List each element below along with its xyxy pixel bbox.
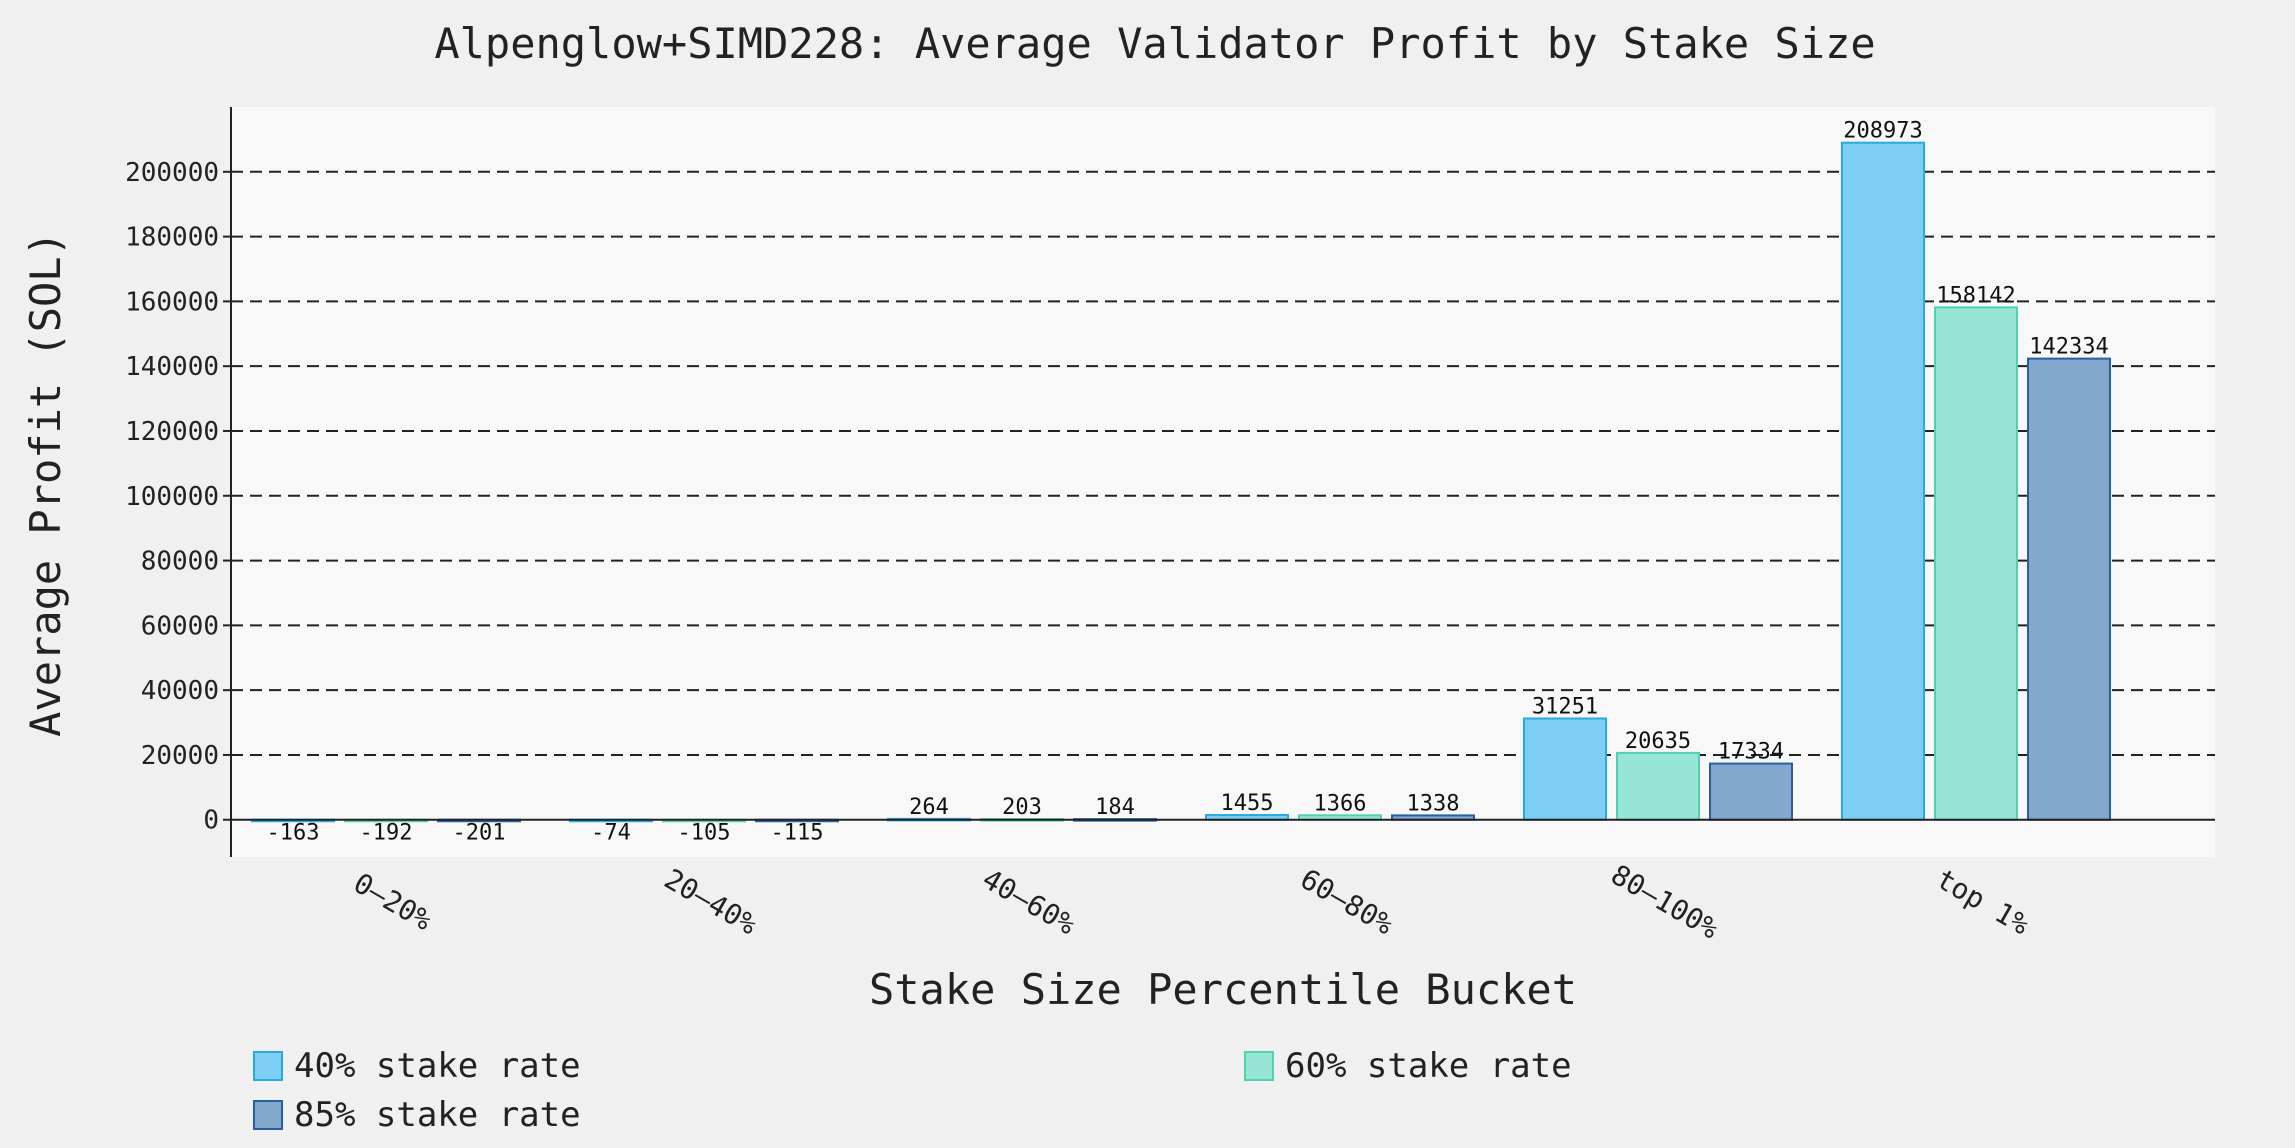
- data-label: 158142: [1936, 283, 2015, 308]
- data-label: 1338: [1407, 791, 1460, 816]
- y-tick-label: 80000: [141, 547, 219, 577]
- legend-label: 40% stake rate: [294, 1046, 581, 1086]
- data-label: -192: [360, 821, 413, 846]
- data-label: -115: [771, 821, 824, 846]
- legend: 40% stake rate 60% stake rate 85% stake ra…: [253, 1046, 1572, 1135]
- data-label: 31251: [1532, 694, 1598, 719]
- bar: [2027, 357, 2111, 821]
- y-tick-label: 40000: [141, 676, 219, 706]
- x-tick-label: 0–20%: [348, 866, 438, 937]
- y-ticks: 0 20000 40000 60000 80000 100000 120000 140000 1…: [125, 158, 231, 836]
- x-tick-label: 80–100%: [1605, 858, 1724, 946]
- legend-swatch: [253, 1100, 283, 1130]
- data-label: 1455: [1221, 791, 1274, 816]
- y-tick-label: 60000: [141, 611, 219, 641]
- x-ticks: 0–20% 20–40% 40–60% 60–80% 80–100% top 1%: [348, 858, 2035, 946]
- bar: [1934, 306, 2018, 821]
- data-label: 20635: [1625, 729, 1691, 754]
- y-tick-label: 100000: [125, 482, 219, 512]
- bars: [251, 141, 2111, 823]
- bar: [1616, 751, 1700, 821]
- y-tick-label: 0: [203, 806, 219, 836]
- data-label: 208973: [1843, 119, 1922, 144]
- data-label: 142334: [2029, 335, 2108, 360]
- y-tick-label: 140000: [125, 352, 219, 382]
- y-tick-label: 180000: [125, 223, 219, 253]
- data-label: -163: [267, 821, 320, 846]
- legend-swatch: [1244, 1051, 1274, 1081]
- bar: [1841, 141, 1925, 821]
- x-axis-label: Stake Size Percentile Bucket: [869, 965, 1577, 1014]
- x-tick-label: 20–40%: [659, 862, 763, 941]
- x-tick-label: 60–80%: [1295, 862, 1399, 941]
- data-labels: -163 -192 -201 -74 -105 -115 264 203 184 1455 1366…: [267, 119, 2109, 846]
- x-tick-label: 40–60%: [977, 862, 1081, 941]
- data-label: 1366: [1314, 791, 1367, 816]
- y-axis-label: Average Profit (SOL): [21, 231, 70, 737]
- bar: [1523, 717, 1607, 821]
- y-tick-label: 20000: [141, 741, 219, 771]
- legend-label: 85% stake rate: [294, 1095, 581, 1135]
- legend-swatch: [253, 1051, 283, 1081]
- data-label: 184: [1095, 795, 1135, 820]
- y-tick-label: 160000: [125, 287, 219, 317]
- bar: [1709, 762, 1793, 821]
- y-tick-label: 200000: [125, 158, 219, 188]
- data-label: 203: [1002, 795, 1042, 820]
- y-tick-label: 120000: [125, 417, 219, 447]
- data-label: 17334: [1718, 740, 1784, 765]
- legend-label: 60% stake rate: [1285, 1046, 1572, 1086]
- chart-title: Alpenglow+SIMD228: Average Validator Pro…: [434, 19, 1875, 68]
- data-label: 264: [909, 795, 949, 820]
- x-tick-label: top 1%: [1931, 862, 2035, 941]
- data-label: -74: [591, 821, 631, 846]
- data-label: -201: [453, 821, 506, 846]
- data-label: -105: [678, 821, 731, 846]
